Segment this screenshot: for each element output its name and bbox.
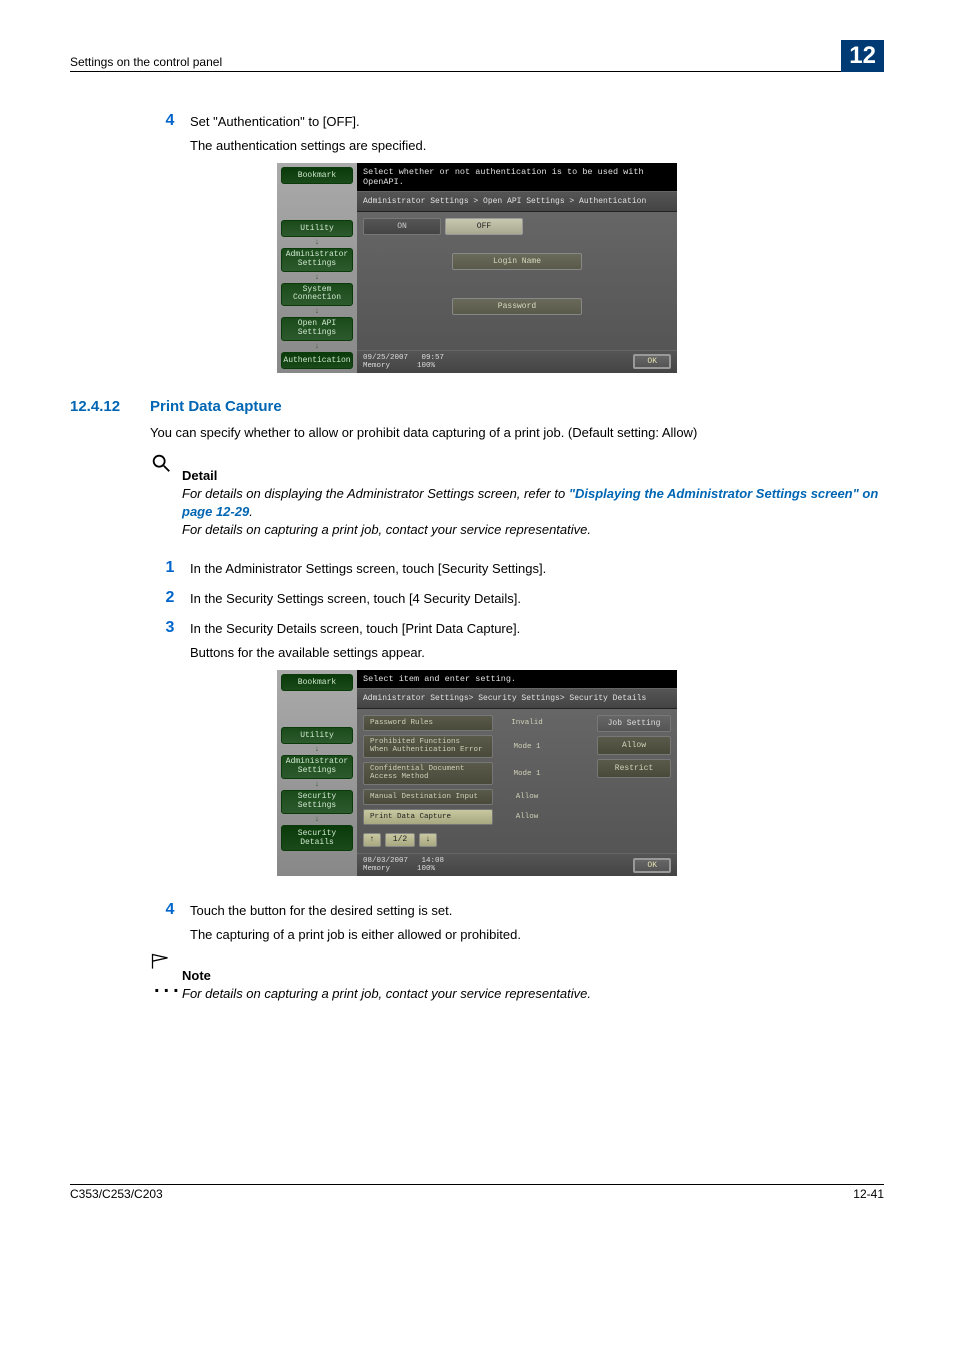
- panel-message: Select item and enter setting.: [357, 670, 677, 688]
- magnifier-icon: [150, 452, 172, 474]
- pager-label: 1/2: [385, 833, 415, 847]
- step-number: 1: [150, 559, 190, 577]
- arrow-down-icon: ↓: [281, 780, 353, 789]
- login-name-button[interactable]: Login Name: [452, 253, 582, 270]
- breadcrumb: Administrator Settings > Open API Settin…: [357, 191, 677, 212]
- setting-value: Allow: [497, 793, 557, 801]
- step-text: In the Administrator Settings screen, to…: [190, 559, 884, 577]
- note-dots: ...: [154, 975, 183, 997]
- pager-up-button[interactable]: ↑: [363, 833, 381, 847]
- pager-down-button[interactable]: ↓: [419, 833, 437, 847]
- setting-print-data-capture[interactable]: Print Data Capture: [363, 809, 493, 825]
- setting-prohibited[interactable]: Prohibited Functions When Authentication…: [363, 735, 493, 758]
- setting-value: Allow: [497, 813, 557, 821]
- setting-manual-dest[interactable]: Manual Destination Input: [363, 789, 493, 805]
- note-icon: [150, 952, 170, 972]
- ok-button[interactable]: OK: [633, 354, 671, 369]
- note-label: Note: [182, 968, 884, 983]
- step-subtext: The authentication settings are specifie…: [190, 138, 884, 153]
- note-body: For details on capturing a print job, co…: [182, 985, 884, 1003]
- printer-panel-auth: Bookmark Utility ↓ Administrator Setting…: [277, 163, 677, 373]
- restrict-button[interactable]: Restrict: [597, 759, 671, 778]
- sidebar-item-utility[interactable]: Utility: [281, 727, 353, 744]
- off-button[interactable]: OFF: [445, 218, 523, 235]
- password-button[interactable]: Password: [452, 298, 582, 315]
- chapter-badge: 12: [841, 40, 884, 72]
- setting-value: Mode 1: [497, 743, 557, 751]
- section-number: 12.4.12: [70, 398, 150, 415]
- step-number: 4: [150, 901, 190, 919]
- sidebar-item-utility[interactable]: Utility: [281, 220, 353, 237]
- arrow-down-icon: ↓: [281, 342, 353, 351]
- breadcrumb: Administrator Settings> Security Setting…: [357, 688, 677, 709]
- page-header: Settings on the control panel 12: [70, 40, 884, 72]
- ok-button[interactable]: OK: [633, 858, 671, 873]
- bookmark-button[interactable]: Bookmark: [281, 674, 353, 691]
- detail-label: Detail: [182, 468, 884, 483]
- setting-password-rules[interactable]: Password Rules: [363, 715, 493, 731]
- sidebar-item-security-details[interactable]: Security Details: [281, 825, 353, 851]
- arrow-down-icon: ↓: [281, 307, 353, 316]
- step-text: Touch the button for the desired setting…: [190, 901, 884, 919]
- step-text: Set "Authentication" to [OFF].: [190, 112, 884, 130]
- panel-message: Select whether or not authentication is …: [357, 163, 677, 191]
- step-number: 2: [150, 589, 190, 607]
- arrow-down-icon: ↓: [281, 238, 353, 247]
- printer-panel-security: Bookmark Utility ↓ Administrator Setting…: [277, 670, 677, 876]
- step-number: 4: [150, 112, 190, 130]
- side-head: Job Setting: [597, 715, 671, 732]
- footer-status: 09/25/2007 09:57 Memory 100%: [363, 354, 444, 370]
- bookmark-button[interactable]: Bookmark: [281, 167, 353, 184]
- footer-status: 08/03/2007 14:08 Memory 100%: [363, 857, 444, 873]
- header-left-text: Settings on the control panel: [70, 55, 222, 69]
- arrow-down-icon: ↓: [281, 745, 353, 754]
- arrow-down-icon: ↓: [281, 815, 353, 824]
- setting-value: Invalid: [497, 719, 557, 727]
- sidebar-item-system[interactable]: System Connection: [281, 283, 353, 307]
- step-subtext: The capturing of a print job is either a…: [190, 927, 884, 942]
- step-text: In the Security Details screen, touch [P…: [190, 619, 884, 637]
- footer-right: 12-41: [853, 1187, 884, 1201]
- header-rule: [70, 71, 841, 72]
- allow-button[interactable]: Allow: [597, 736, 671, 755]
- section-body: You can specify whether to allow or proh…: [150, 425, 884, 440]
- sidebar-item-admin[interactable]: Administrator Settings: [281, 248, 353, 272]
- on-button[interactable]: ON: [363, 218, 441, 235]
- sidebar-item-auth[interactable]: Authentication: [281, 352, 353, 369]
- setting-value: Mode 1: [497, 770, 557, 778]
- sidebar-item-admin[interactable]: Administrator Settings: [281, 755, 353, 779]
- section-title: Print Data Capture: [150, 398, 282, 415]
- setting-confidential[interactable]: Confidential Document Access Method: [363, 762, 493, 785]
- step-number: 3: [150, 619, 190, 637]
- sidebar-item-openapi[interactable]: Open API Settings: [281, 317, 353, 341]
- step-subtext: Buttons for the available settings appea…: [190, 645, 884, 660]
- detail-body: For details on displaying the Administra…: [182, 485, 884, 540]
- footer-rule: [70, 1184, 884, 1185]
- sidebar-item-security[interactable]: Security Settings: [281, 790, 353, 814]
- arrow-down-icon: ↓: [281, 273, 353, 282]
- step-text: In the Security Settings screen, touch […: [190, 589, 884, 607]
- footer-left: C353/C253/C203: [70, 1187, 163, 1201]
